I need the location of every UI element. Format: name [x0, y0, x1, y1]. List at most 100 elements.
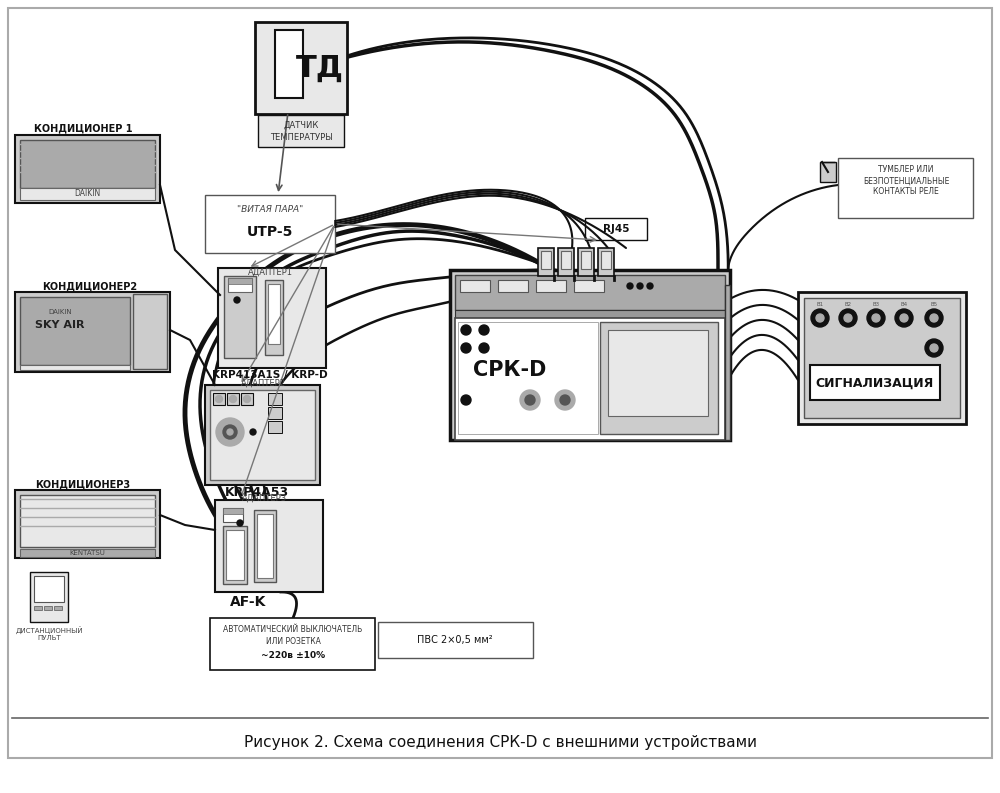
Bar	[210, 390, 315, 480]
Bar	[254, 510, 276, 582]
Bar	[258, 115, 344, 147]
Circle shape	[520, 390, 540, 410]
Circle shape	[844, 314, 852, 322]
Text: B2: B2	[844, 302, 852, 308]
Bar	[725, 285, 730, 440]
Bar	[20, 188, 155, 200]
Circle shape	[647, 283, 653, 289]
Bar	[561, 251, 571, 269]
Circle shape	[479, 325, 489, 335]
Text: ИЛИ РОЗЕТКА: ИЛИ РОЗЕТКА	[266, 637, 320, 646]
Bar	[205, 195, 335, 253]
Bar	[541, 251, 551, 269]
Bar	[228, 278, 252, 292]
Bar	[536, 280, 566, 292]
Bar	[228, 278, 252, 284]
Text: БЕЗПОТЕНЦИАЛЬНЫЕ: БЕЗПОТЕНЦИАЛЬНЫЕ	[863, 177, 949, 186]
Bar	[820, 162, 836, 182]
Bar	[601, 251, 611, 269]
Text: КОНДИЦИОНЕР3: КОНДИЦИОНЕР3	[35, 479, 131, 489]
Bar	[20, 495, 155, 547]
Circle shape	[250, 429, 256, 435]
Bar	[585, 218, 647, 240]
Bar	[226, 530, 244, 580]
Bar	[20, 140, 155, 188]
Bar	[213, 393, 225, 405]
Bar	[798, 292, 966, 424]
Text: ТЕМПЕРАТУРЫ: ТЕМПЕРАТУРЫ	[270, 132, 332, 141]
Text: B5: B5	[930, 302, 938, 308]
Text: АДАПТЕР1: АДАПТЕР1	[248, 267, 292, 277]
Circle shape	[811, 309, 829, 327]
Circle shape	[227, 429, 233, 435]
Circle shape	[925, 309, 943, 327]
Text: ТД: ТД	[296, 53, 344, 82]
Bar	[458, 322, 598, 434]
Text: KRP4A53: KRP4A53	[225, 485, 289, 499]
Text: КОНДИЦИОНЕР 1: КОНДИЦИОНЕР 1	[34, 123, 132, 133]
Bar	[268, 284, 280, 344]
Text: ДИСТАНЦИОННЫЙ: ДИСТАНЦИОННЫЙ	[15, 626, 83, 634]
Circle shape	[867, 309, 885, 327]
Bar	[255, 22, 347, 114]
Bar	[210, 618, 375, 670]
Text: UTP-5: UTP-5	[247, 225, 293, 239]
Bar	[20, 297, 130, 365]
Circle shape	[216, 396, 222, 403]
Circle shape	[230, 396, 237, 403]
Bar	[257, 514, 273, 578]
Bar	[498, 280, 528, 292]
Text: KENTATSU: KENTATSU	[69, 550, 105, 556]
Circle shape	[839, 309, 857, 327]
Bar	[15, 490, 160, 558]
Text: SKY AIR: SKY AIR	[35, 320, 85, 330]
Bar	[608, 330, 708, 416]
Text: ДАТЧИК: ДАТЧИК	[283, 121, 319, 129]
Circle shape	[223, 425, 237, 439]
Text: ПВС 2×0,5 мм²: ПВС 2×0,5 мм²	[417, 635, 493, 645]
Text: КОНДИЦИОНЕР2: КОНДИЦИОНЕР2	[42, 281, 138, 291]
Bar	[600, 322, 718, 434]
Text: DAIKIN: DAIKIN	[74, 190, 100, 198]
Bar	[20, 549, 155, 557]
Bar	[15, 292, 170, 372]
Text: B1: B1	[816, 302, 824, 308]
Circle shape	[900, 314, 908, 322]
Bar	[223, 508, 243, 522]
Bar	[30, 572, 68, 622]
Bar	[838, 158, 973, 218]
Circle shape	[925, 339, 943, 357]
Bar	[34, 606, 42, 610]
Text: "ВИТАЯ ПАРА": "ВИТАЯ ПАРА"	[237, 205, 303, 214]
Bar	[44, 606, 52, 610]
Text: Рисунок 2. Схема соединения СРК-D с внешними устройствами: Рисунок 2. Схема соединения СРК-D с внеш…	[244, 734, 757, 749]
Circle shape	[244, 396, 250, 403]
Bar	[205, 385, 320, 485]
Text: B4: B4	[900, 302, 908, 308]
Bar	[578, 248, 594, 276]
Text: DAIKIN: DAIKIN	[48, 309, 72, 315]
Text: АВТОМАТИЧЕСКИЙ ВЫКЛЮЧАТЕЛЬ: АВТОМАТИЧЕСКИЙ ВЫКЛЮЧАТЕЛЬ	[223, 626, 363, 634]
Circle shape	[216, 418, 244, 446]
Text: B3: B3	[872, 302, 880, 308]
Circle shape	[872, 314, 880, 322]
Bar	[460, 280, 490, 292]
Bar	[34, 576, 64, 602]
Text: ПУЛЬТ: ПУЛЬТ	[37, 635, 61, 641]
Circle shape	[461, 343, 471, 353]
Circle shape	[461, 325, 471, 335]
Circle shape	[895, 309, 913, 327]
Circle shape	[627, 283, 633, 289]
Text: RJ45: RJ45	[603, 224, 629, 234]
Bar	[20, 365, 130, 370]
Circle shape	[816, 314, 824, 322]
Bar	[223, 526, 247, 584]
Bar	[265, 280, 283, 355]
Bar	[268, 421, 282, 433]
Bar	[538, 248, 554, 276]
Bar	[241, 393, 253, 405]
Circle shape	[555, 390, 575, 410]
Circle shape	[930, 344, 938, 352]
Bar	[133, 294, 167, 369]
Text: ~220в ±10%: ~220в ±10%	[261, 650, 325, 660]
